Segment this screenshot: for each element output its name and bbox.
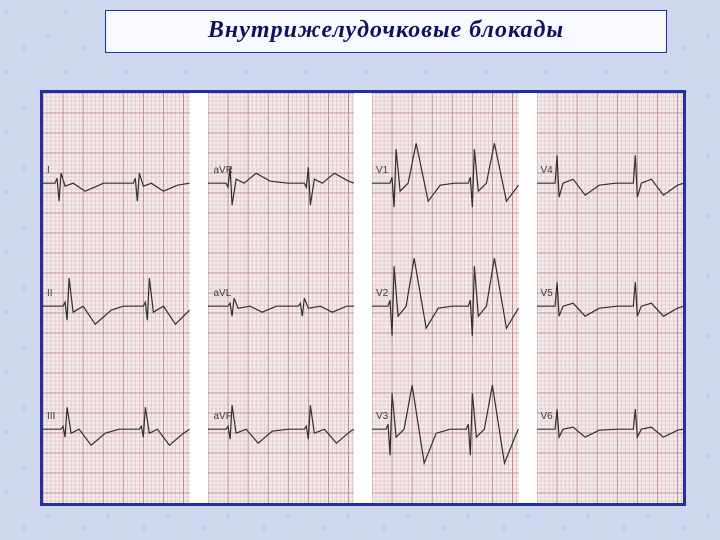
column-gap <box>190 93 208 503</box>
ecg-frame: IIIIII aVRaVLaVF V1V2V3 <box>40 90 686 506</box>
ecg-column-3: V1V2V3 <box>372 93 519 503</box>
ecg-column-2: aVRaVLaVF <box>208 93 355 503</box>
title-box: Внутрижелудочковые блокады <box>105 10 667 53</box>
ecg-columns-container: IIIIII aVRaVLaVF V1V2V3 <box>43 93 683 503</box>
column-gap <box>354 93 372 503</box>
ecg-column-1: IIIIII <box>43 93 190 503</box>
ecg-column-4: V4V5V6 <box>537 93 684 503</box>
page-title: Внутрижелудочковые блокады <box>208 17 564 43</box>
column-gap <box>519 93 537 503</box>
